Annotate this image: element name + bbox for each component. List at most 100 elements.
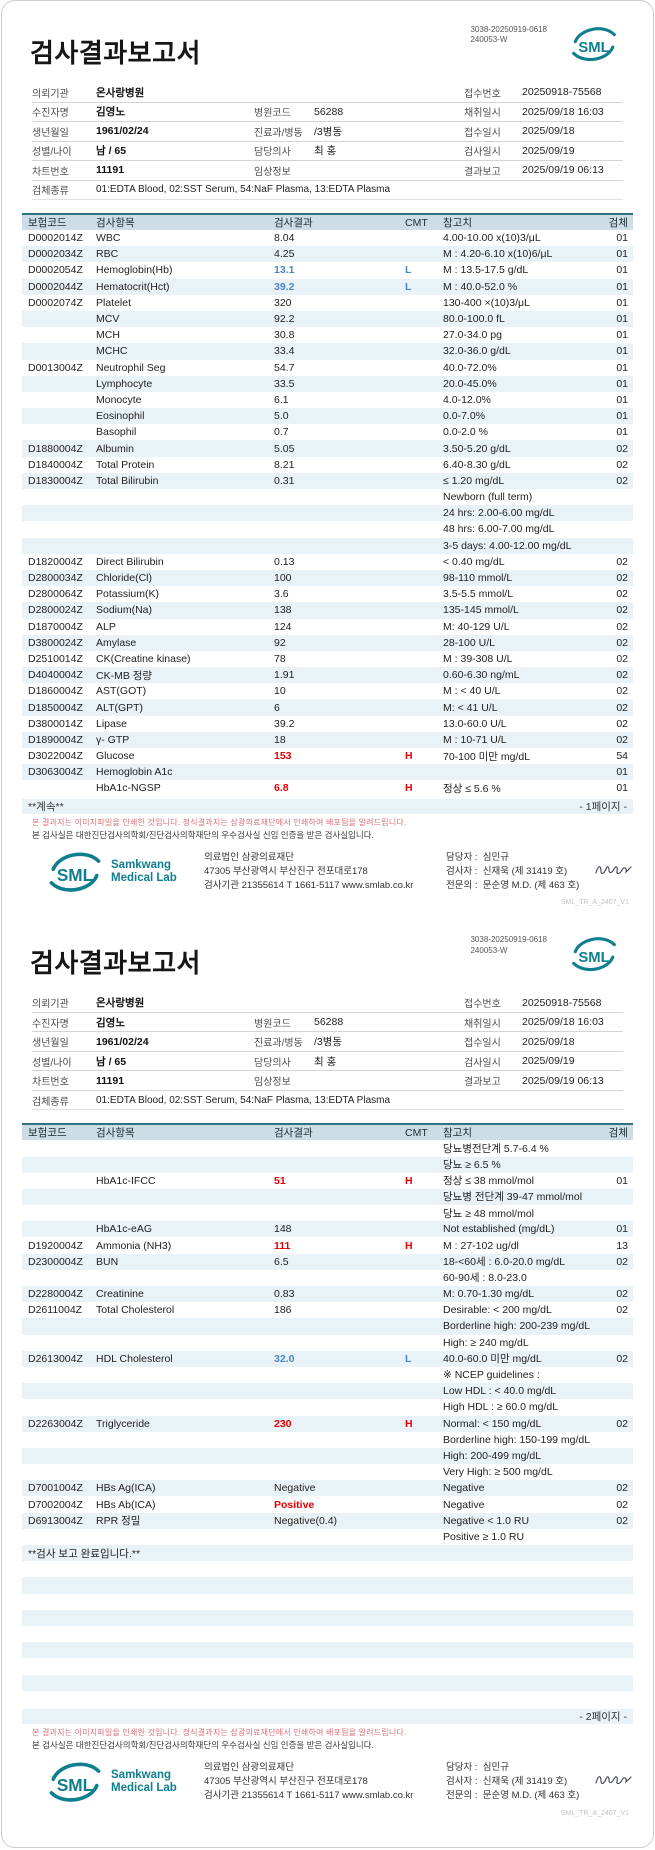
cell-reference: 98-110 mmol/L [443,572,513,585]
cell-insurance-code: D0002044Z [28,280,83,293]
col-header-specimen: 검체 [608,1127,628,1140]
table-row: Newborn (full term) [22,489,633,505]
cell-reference: Desirable: < 200 mg/dL [443,1304,552,1317]
cell-result: 51 [274,1174,286,1187]
cell-specimen: 02 [616,620,628,633]
cell-test-item: ALP [96,620,116,633]
cell-result: 30.8 [274,329,295,342]
table-row: High: 200-499 mg/dL [22,1447,633,1465]
cell-result: 13.1 [274,264,295,277]
cell-insurance-code: D2510014Z [28,652,83,665]
lab-org: 의료법인 삼광의료재단 [204,851,295,863]
col-header-insurance-code: 보험코드 [28,1127,67,1140]
cell-insurance-code: D2613004Z [28,1352,83,1365]
cell-result: 1.91 [274,669,295,682]
patient-field-value: 2025/09/18 16:03 [522,105,604,118]
cell-test-item: MCV [96,313,120,326]
report-page-1: 검사결과보고서 3038-20250919-0618 240053-W SML … [22,15,633,909]
patient-field-label: 검사일시 [464,147,501,159]
table-row [22,1626,633,1642]
cell-reference: High: 200-499 mg/dL [443,1449,542,1462]
patient-field-value: 최 홍 [314,145,337,158]
cell-specimen: 02 [616,1352,628,1365]
cell-reference: 3.5-5.5 mmol/L [443,588,514,601]
cell-test-item: Monocyte [96,393,142,406]
table-row: D1880004Z Albumin 5.05 3.50-5.20 g/dL 02 [22,440,633,457]
results-table: 보험코드 검사항목 검사결과 CMT 참고치 검체 D0002014Z WBC 8.… [22,213,633,814]
patient-row: 생년월일 1961/02/24 진료과/병동/3병동 접수일시 2025/09/18 [32,1032,623,1052]
sml-logo-icon: SML [572,937,616,972]
table-row: **검사 보고 완료입니다.** [22,1545,633,1562]
cell-test-item: AST(GOT) [96,685,147,698]
cell-reference: M : < 40 U/L [443,685,501,698]
cell-test-item: Total Protein [96,458,155,471]
specialist-line: 전문의 : 문순영 M.D. (제 463 호) [446,880,580,892]
cell-result: 6.8 [274,782,289,795]
cell-test-item: WBC [96,232,121,245]
cell-reference: 48 hrs: 6.00-7.00 mg/dL [443,523,555,536]
cell-result: 6.5 [274,1255,289,1268]
table-row: D1870004Z ALP 124 M: 40-129 U/L 02 [22,619,633,635]
table-row [22,1577,633,1594]
cell-cmt: H [405,782,413,795]
patient-row: 의뢰기관 온사랑병원 접수번호 20250918-75568 [32,83,623,103]
col-header-reference: 참고치 [443,217,472,229]
cell-specimen: 01 [616,296,628,309]
document-number: 3038-20250919-0618 240053-W [470,935,547,956]
cell-test-item: Creatinine [96,1288,144,1301]
cell-result: 3.6 [274,588,289,601]
cell-result: 0.7 [274,426,289,439]
table-row: D3022004Z Glucose 153 H 70-100 미만 mg/dL 54 [22,748,633,764]
patient-row: 차트번호 11191 임상정보 결과보고 2025/09/19 06:13 [32,161,623,181]
cell-reference: 0.60-6.30 ng/mL [443,669,520,682]
table-row: D2800024Z Sodium(Na) 138 135-145 mmol/L 02 [22,602,633,619]
table-row [22,1642,633,1659]
cell-reference: High: ≥ 240 mg/dL [443,1336,529,1349]
svg-text:SML: SML [57,865,93,885]
cell-result: 78 [274,652,286,665]
table-row: Very High: ≥ 500 mg/dL [22,1464,633,1480]
table-row: 당뇨 ≥ 48 mmol/mol [22,1205,633,1221]
cell-reference: 0.0-2.0 % [443,426,488,439]
disclaimer-line1: 본 결과지는 이미지파일을 인쇄한 것입니다. 정식결과지는 삼광의료재단에서 … [32,1727,407,1737]
cell-reference: 정상 ≤ 5.6 % [443,782,501,795]
cell-insurance-code: D3800014Z [28,717,83,730]
cell-result: 18 [274,733,286,746]
table-row: D2300004Z BUN 6.5 18-<60세 : 6.0-20.0 mg/dL 0… [22,1253,633,1270]
examiner-signature-icon [595,865,632,874]
cell-test-item: Ammonia (NH3) [96,1239,172,1252]
cell-reference: Negative [443,1498,485,1511]
cell-specimen: 02 [616,604,628,617]
patient-field-value: 2025/09/19 [522,1055,575,1068]
cell-test-item: Albumin [96,442,134,455]
patient-field-value: 2025/09/19 06:13 [522,1074,604,1087]
patient-row: 생년월일 1961/02/24 진료과/병동/3병동 접수일시 2025/09/18 [32,122,623,142]
patient-field-label: 결과보고 [464,166,501,178]
page-number: - 2페이지 - [579,1710,627,1723]
page-title: 검사결과보고서 [30,948,201,979]
lab-name: Samkwang Medical Lab [111,1769,177,1795]
cell-reference: 130-400 ×(10)3/μL [443,296,530,309]
sml-logo-icon: SML [49,852,101,892]
cell-specimen: 01 [616,329,628,342]
cell-insurance-code: D1840004Z [28,458,83,471]
cell-specimen: 02 [616,1255,628,1268]
table-row: D1850004Z ALT(GPT) 6 M: < 41 U/L 02 [22,699,633,716]
cell-result: 32.0 [274,1352,295,1365]
cell-reference: 32.0-36.0 g/dL [443,345,511,358]
cell-specimen: 01 [616,393,628,406]
patient-field-value: 남 / 65 [96,1055,127,1068]
patient-field-value: 1961/02/24 [96,125,149,138]
table-row: D7002004Z HBs Ab(ICA) Positive Negative 02 [22,1496,633,1512]
page-number: - 1페이지 - [579,800,627,813]
cell-result: 92 [274,636,286,649]
cell-specimen: 02 [616,701,628,714]
footer-logo: SML Samkwang Medical Lab [46,851,204,893]
patient-field-value: 56288 [314,1016,344,1029]
cell-insurance-code: D0002054Z [28,264,83,277]
report-footer: SML Samkwang Medical Lab 의료법인 삼광의료재단 473… [46,851,632,894]
cell-specimen: 01 [616,248,628,261]
table-header-row: 보험코드 검사항목 검사결과 CMT 참고치 검체 [22,1123,633,1141]
table-row: HbA1c-NGSP 6.8 H 정상 ≤ 5.6 % 01 [22,780,633,796]
